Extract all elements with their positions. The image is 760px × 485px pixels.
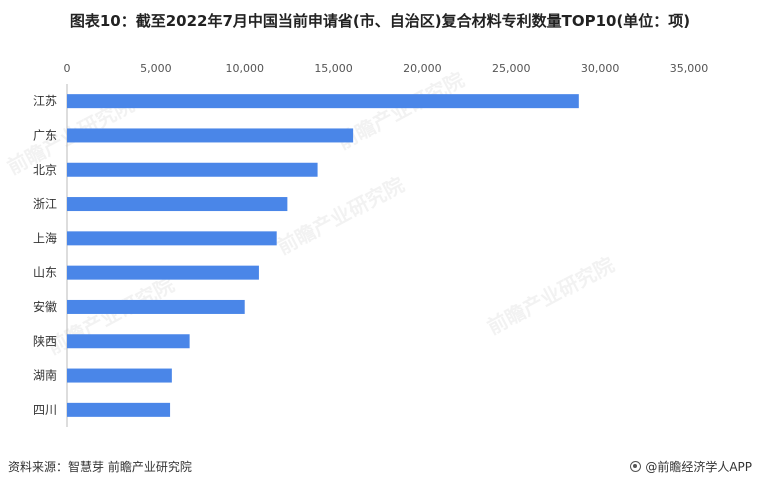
x-tick-label: 0	[64, 62, 71, 75]
bar	[67, 231, 277, 246]
bar	[67, 299, 245, 314]
bar	[67, 334, 190, 349]
bar	[67, 265, 259, 280]
x-tick-label: 5,000	[140, 62, 172, 75]
brand-label: @前瞻经济学人APP	[645, 460, 752, 474]
chart-title: 图表10：截至2022年7月中国当前申请省(市、自治区)复合材料专利数量TOP1…	[69, 12, 691, 30]
x-tick-label: 10,000	[225, 62, 264, 75]
bar	[67, 94, 579, 109]
bar	[67, 162, 318, 177]
category-label: 北京	[33, 163, 57, 177]
source-note: 资料来源：智慧芽 前瞻产业研究院	[8, 460, 192, 474]
category-label: 山东	[33, 266, 57, 280]
category-label: 安徽	[33, 299, 57, 314]
x-tick-label: 15,000	[314, 62, 353, 75]
brand-credit: @前瞻经济学人APP	[630, 458, 752, 475]
bar	[67, 402, 171, 417]
category-label: 江苏	[33, 94, 57, 108]
x-tick-label: 30,000	[581, 62, 620, 75]
category-label: 上海	[33, 230, 57, 245]
x-tick-label: 25,000	[492, 62, 531, 75]
brand-logo-icon	[630, 461, 642, 472]
category-label: 湖南	[33, 368, 57, 383]
bar	[67, 197, 288, 212]
category-label: 浙江	[33, 197, 57, 211]
x-tick-label: 20,000	[403, 62, 442, 75]
category-label: 四川	[33, 403, 57, 417]
bar	[67, 128, 354, 143]
bar	[67, 368, 172, 383]
x-tick-label: 35,000	[670, 62, 709, 75]
category-label: 陕西	[33, 333, 57, 348]
category-label: 广东	[33, 128, 57, 142]
